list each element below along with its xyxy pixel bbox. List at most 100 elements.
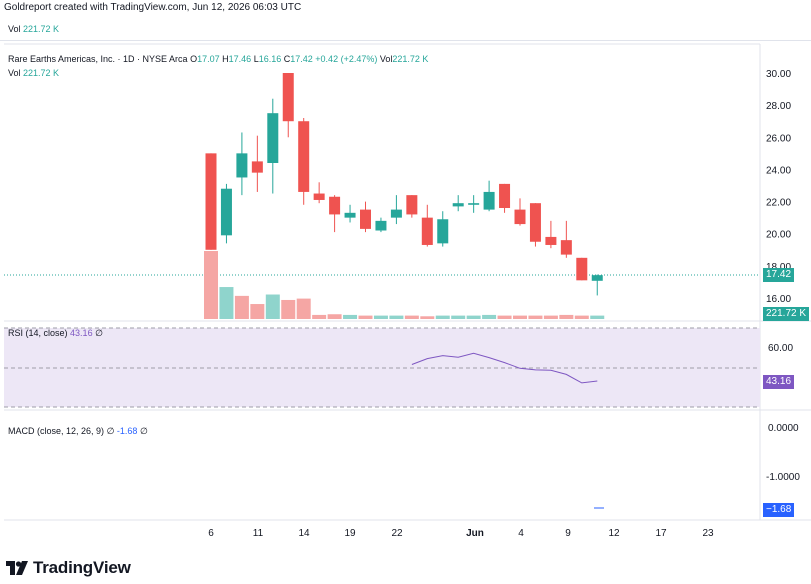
candle-body bbox=[267, 113, 279, 163]
volume-legend[interactable]: Vol 221.72 K bbox=[8, 68, 59, 78]
macd-tail1: ∅ bbox=[106, 426, 115, 436]
volume-bar bbox=[327, 314, 342, 319]
volume-bar bbox=[497, 315, 512, 319]
volume-bar bbox=[404, 315, 419, 319]
price-tick-label: 24.00 bbox=[766, 165, 791, 176]
candle bbox=[220, 183, 232, 244]
candle bbox=[236, 132, 248, 196]
macd-price-box: −1.68 bbox=[763, 503, 795, 517]
candle-body bbox=[483, 191, 495, 210]
volume-bar bbox=[343, 314, 358, 319]
volume-bar bbox=[219, 287, 234, 319]
candle-body bbox=[329, 196, 341, 215]
candle-body bbox=[344, 212, 356, 218]
candle bbox=[545, 220, 557, 249]
time-tick-label: Jun bbox=[466, 528, 484, 539]
volume-bar bbox=[590, 315, 605, 319]
volume-bar bbox=[373, 315, 388, 319]
volume-bar bbox=[358, 315, 373, 319]
brand-name: TradingView bbox=[33, 558, 131, 577]
price-tick-label: 28.00 bbox=[766, 101, 791, 112]
rsi-label: RSI (14, close) bbox=[8, 328, 68, 338]
top-vol-value: 221.72 K bbox=[23, 24, 60, 34]
candle-body bbox=[514, 209, 526, 225]
rsi-tail: ∅ bbox=[95, 328, 103, 338]
attribution-text: Goldreport created with TradingView.com,… bbox=[4, 2, 302, 13]
candle-body bbox=[220, 188, 232, 236]
candle-body bbox=[313, 193, 325, 200]
tradingview-logo-icon bbox=[6, 561, 28, 575]
symbol-legend[interactable]: Rare Earths Americas, Inc. · 1D · NYSE A… bbox=[8, 54, 428, 64]
volume-bar bbox=[435, 315, 450, 319]
macd-tick-neg1: -1.0000 bbox=[766, 472, 800, 483]
volume-bar bbox=[574, 315, 589, 319]
candle bbox=[437, 211, 449, 247]
time-tick-label: 6 bbox=[208, 528, 214, 539]
candle bbox=[375, 217, 387, 233]
candle bbox=[560, 220, 572, 258]
candle-body bbox=[251, 161, 263, 173]
macd-tick-0: 0.0000 bbox=[768, 423, 799, 434]
last-price-box: 17.42 bbox=[763, 268, 795, 282]
volume-bar bbox=[296, 298, 311, 319]
candle bbox=[483, 180, 495, 212]
low-value: 16.16 bbox=[258, 54, 282, 64]
candle-body bbox=[406, 195, 418, 215]
time-tick-label: 9 bbox=[565, 528, 571, 539]
candle bbox=[298, 118, 310, 205]
price-tick-label: 18.00 bbox=[766, 262, 791, 273]
candle-body bbox=[452, 203, 464, 207]
top-volume-legend: Vol 221.72 K bbox=[8, 24, 59, 34]
candle bbox=[251, 135, 263, 192]
candle-body bbox=[360, 209, 371, 229]
price-tick-label: 22.00 bbox=[766, 198, 791, 209]
legend-vol-label: Vol bbox=[379, 54, 393, 64]
candle-body bbox=[205, 153, 217, 250]
volume-bar bbox=[265, 294, 280, 319]
candle-body bbox=[282, 73, 294, 122]
candle bbox=[282, 73, 294, 138]
volume-bar bbox=[204, 251, 218, 319]
rsi-tick-60: 60.00 bbox=[768, 343, 794, 354]
volume-bar bbox=[281, 299, 296, 319]
volume-bar bbox=[482, 314, 497, 319]
close-value: 17.42 bbox=[290, 54, 313, 64]
rsi-price-box: 43.16 bbox=[763, 375, 795, 389]
brand-logo[interactable]: TradingView bbox=[6, 558, 131, 578]
candle bbox=[406, 195, 418, 218]
macd-label: MACD (close, 12, 26, 9) bbox=[8, 426, 105, 436]
candle-body bbox=[421, 217, 433, 245]
volume-bar bbox=[466, 315, 481, 319]
candle bbox=[452, 195, 464, 212]
volume-bar bbox=[250, 304, 265, 319]
time-tick-label: 23 bbox=[702, 528, 714, 539]
top-vol-label: Vol bbox=[8, 24, 21, 34]
macd-legend[interactable]: MACD (close, 12, 26, 9) ∅ -1.68 ∅ bbox=[8, 426, 148, 437]
candle-body bbox=[545, 236, 557, 245]
rsi-legend[interactable]: RSI (14, close) 43.16 ∅ bbox=[8, 328, 103, 339]
candle bbox=[205, 153, 217, 250]
volume-bar bbox=[513, 315, 527, 319]
time-tick-label: 22 bbox=[391, 528, 403, 539]
candle-body bbox=[499, 183, 511, 208]
vol2-label: Vol bbox=[8, 68, 21, 78]
volume-bar bbox=[543, 315, 558, 319]
candle bbox=[529, 203, 541, 247]
candle bbox=[514, 198, 526, 226]
candle bbox=[267, 98, 279, 194]
time-tick-label: 4 bbox=[518, 528, 524, 539]
candle bbox=[421, 204, 433, 247]
candle bbox=[468, 195, 480, 213]
rsi-value: 43.16 bbox=[70, 328, 93, 338]
volume-bar bbox=[451, 315, 466, 319]
volume-bar bbox=[528, 315, 543, 319]
volume-bar bbox=[234, 295, 249, 319]
candle bbox=[499, 183, 511, 213]
candle-body bbox=[390, 209, 402, 218]
candle bbox=[329, 195, 341, 233]
volume-bar bbox=[420, 316, 435, 319]
time-tick-label: 12 bbox=[608, 528, 620, 539]
candle-body bbox=[375, 220, 387, 231]
symbol-name[interactable]: Rare Earths Americas, Inc. · 1D · NYSE A… bbox=[8, 54, 188, 64]
